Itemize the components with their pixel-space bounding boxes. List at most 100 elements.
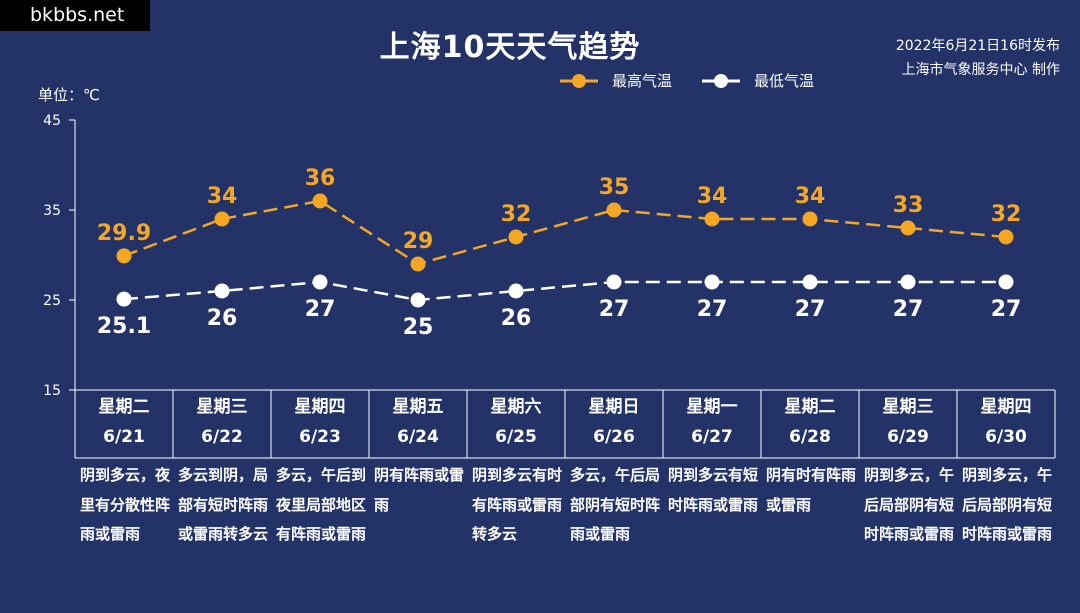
date-label: 6/21 bbox=[103, 427, 145, 447]
weekday-label: 星期三 bbox=[196, 397, 248, 417]
y-tick-label: 35 bbox=[43, 203, 61, 219]
high-temp-label: 34 bbox=[207, 184, 238, 209]
high-temp-label: 32 bbox=[991, 202, 1022, 227]
weekday-label: 星期一 bbox=[686, 397, 738, 417]
weather-description: 阴到多云，午后局部阴有短时阵雨或雷雨 bbox=[864, 466, 955, 543]
day-header: 星期四 6/23 bbox=[271, 392, 369, 452]
high-temp-line bbox=[123, 199, 1007, 266]
high-temp-point bbox=[312, 193, 328, 209]
high-temp-point bbox=[410, 256, 426, 272]
low-temp-point bbox=[802, 274, 818, 290]
high-temp-point bbox=[704, 211, 720, 227]
legend-low: 最低气温 bbox=[702, 70, 814, 91]
day-header: 星期二 6/21 bbox=[75, 392, 173, 452]
day-header: 星期五 6/24 bbox=[369, 392, 467, 452]
weather-description: 阴到多云，夜里有分散性阵雨或雷雨 bbox=[80, 466, 171, 543]
weather-description: 阴有阵雨或雷雨 bbox=[374, 466, 465, 514]
low-temp-label: 25.1 bbox=[97, 314, 151, 339]
y-tick-label: 45 bbox=[43, 113, 61, 129]
day-header: 星期四 6/30 bbox=[957, 392, 1055, 452]
legend-low-marker bbox=[702, 73, 741, 88]
date-label: 6/29 bbox=[887, 427, 929, 447]
low-temp-label: 26 bbox=[501, 306, 532, 331]
low-temp-point bbox=[312, 274, 328, 290]
high-temp-label: 32 bbox=[501, 202, 532, 227]
high-temp-label: 34 bbox=[795, 184, 826, 209]
low-temp-point bbox=[900, 274, 916, 290]
low-temp-point bbox=[606, 274, 622, 290]
issuer: 上海市气象服务中心 制作 bbox=[901, 62, 1060, 78]
legend-high: 最高气温 bbox=[560, 70, 672, 91]
y-tick-label: 15 bbox=[43, 383, 61, 399]
weekday-label: 星期四 bbox=[980, 397, 1032, 417]
high-temp-point bbox=[998, 229, 1014, 245]
legend: 最高气温 最低气温 bbox=[560, 70, 814, 91]
low-temp-label: 25 bbox=[403, 315, 434, 340]
low-temp-point bbox=[214, 283, 230, 299]
issue-info: 2022年6月21日16时发布 上海市气象服务中心 制作 bbox=[896, 34, 1060, 82]
low-temp-point bbox=[704, 274, 720, 290]
low-temp-label: 27 bbox=[305, 297, 336, 322]
weekday-label: 星期六 bbox=[490, 397, 542, 417]
date-label: 6/26 bbox=[593, 427, 635, 447]
low-temp-point bbox=[998, 274, 1014, 290]
legend-low-label: 最低气温 bbox=[754, 72, 815, 90]
high-temp-label: 36 bbox=[305, 166, 336, 191]
low-temp-label: 27 bbox=[599, 297, 630, 322]
watermark: bkbbs.net bbox=[0, 0, 150, 31]
weekday-label: 星期四 bbox=[294, 397, 346, 417]
high-temp-label: 33 bbox=[893, 193, 924, 218]
low-temp-label: 27 bbox=[893, 297, 924, 322]
day-header: 星期二 6/28 bbox=[761, 392, 859, 452]
high-temp-label: 29.9 bbox=[97, 221, 151, 246]
weekday-label: 星期五 bbox=[392, 397, 444, 417]
high-temp-point bbox=[802, 211, 818, 227]
high-temp-label: 35 bbox=[599, 175, 630, 200]
low-temp-line bbox=[123, 280, 1006, 302]
chart-title: 上海10天天气趋势 bbox=[379, 30, 641, 65]
high-temp-point bbox=[116, 248, 132, 264]
high-temp-label: 34 bbox=[697, 184, 728, 209]
low-temp-point bbox=[410, 292, 426, 308]
low-temp-point bbox=[508, 283, 524, 299]
legend-high-label: 最高气温 bbox=[612, 72, 673, 90]
date-label: 6/27 bbox=[691, 427, 733, 447]
issue-time: 2022年6月21日16时发布 bbox=[895, 38, 1060, 54]
low-temp-label: 27 bbox=[697, 297, 728, 322]
unit-label: 单位：℃ bbox=[38, 86, 100, 104]
day-header: 星期三 6/29 bbox=[859, 392, 957, 452]
weather-description: 阴有时有阵雨或雷雨 bbox=[766, 466, 857, 514]
low-temp-label: 27 bbox=[795, 297, 826, 322]
high-temp-point bbox=[508, 229, 524, 245]
low-temp-label: 27 bbox=[991, 297, 1022, 322]
weekday-label: 星期二 bbox=[98, 397, 150, 417]
day-header: 星期六 6/25 bbox=[467, 392, 565, 452]
date-label: 6/22 bbox=[201, 427, 243, 447]
date-label: 6/30 bbox=[985, 427, 1027, 447]
weekday-label: 星期三 bbox=[882, 397, 934, 417]
weekday-label: 星期二 bbox=[784, 397, 836, 417]
date-label: 6/28 bbox=[789, 427, 831, 447]
legend-high-marker bbox=[560, 73, 598, 88]
y-tick-label: 25 bbox=[43, 293, 61, 309]
low-temp-point bbox=[116, 291, 132, 307]
day-header: 星期三 6/22 bbox=[173, 392, 271, 452]
weather-description: 多云，午后到夜里局部地区有阵雨或雷雨 bbox=[276, 466, 367, 543]
high-temp-point bbox=[900, 220, 916, 236]
date-label: 6/25 bbox=[495, 427, 537, 447]
date-label: 6/24 bbox=[397, 427, 439, 447]
weather-description: 多云，午后局部阴有短时阵雨或雷雨 bbox=[570, 466, 661, 543]
weather-description: 多云到阴，局部有短时阵雨或雷雨转多云 bbox=[178, 466, 269, 543]
weather-description: 阴到多云有短时阵雨或雷雨 bbox=[668, 466, 759, 514]
high-temp-label: 29 bbox=[403, 229, 434, 254]
low-temp-label: 26 bbox=[207, 306, 238, 331]
weather-description: 阴到多云有时有阵雨或雷雨转多云 bbox=[472, 466, 563, 543]
weekday-label: 星期日 bbox=[588, 397, 640, 417]
day-header: 星期日 6/26 bbox=[565, 392, 663, 452]
high-temp-point bbox=[214, 211, 230, 227]
day-header: 星期一 6/27 bbox=[663, 392, 761, 452]
weather-description: 阴到多云，午后局部阴有短时阵雨或雷雨 bbox=[962, 466, 1053, 543]
date-label: 6/23 bbox=[299, 427, 341, 447]
high-temp-point bbox=[606, 202, 622, 218]
